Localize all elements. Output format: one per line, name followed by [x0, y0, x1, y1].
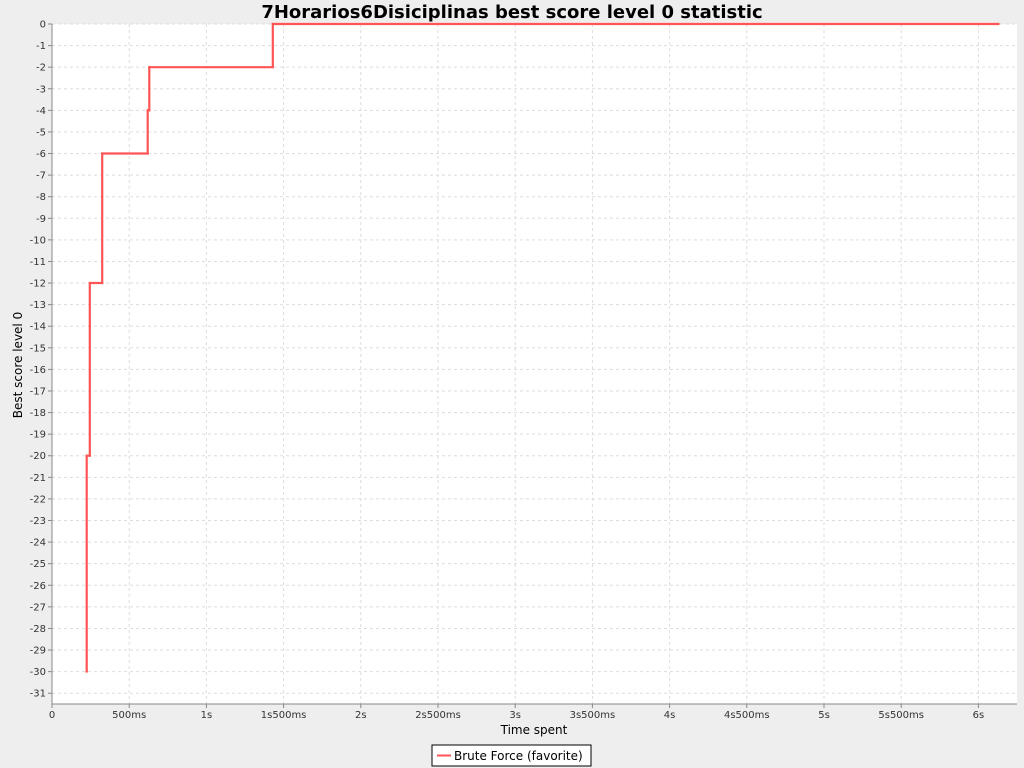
axes: [51, 24, 1017, 705]
y-tick-label: -26: [30, 581, 46, 592]
data-point: [148, 109, 151, 112]
data-point: [85, 454, 88, 457]
y-tick-label: -1: [36, 41, 46, 52]
y-tick-label: -22: [30, 494, 46, 505]
legend: Brute Force (favorite): [431, 744, 592, 767]
y-tick-label: -11: [30, 257, 46, 268]
y-axis-title: Best score level 0: [11, 312, 25, 418]
x-axis-title: Time spent: [500, 723, 568, 737]
y-tick-label: -15: [30, 343, 46, 354]
x-tick-label: 1s: [201, 710, 213, 721]
chart-title: 7Horarios6Disiciplinas best score level …: [261, 2, 762, 23]
ticks: 0 500ms 1s 1s500ms 2s 2s500ms 3s 3s500ms 4s 4s500…: [30, 20, 985, 722]
x-tick-label: 6s: [973, 710, 985, 721]
x-tick-label: 5s: [818, 710, 830, 721]
y-tick-label: -17: [30, 386, 46, 397]
data-point: [100, 152, 104, 155]
data-point: [100, 195, 104, 198]
data-point: [997, 22, 1000, 26]
data-point: [148, 65, 151, 69]
y-tick-label: -3: [36, 84, 46, 95]
y-tick-label: -31: [30, 689, 46, 700]
y-tick-label: -30: [30, 667, 46, 678]
x-tick-label: 500ms: [112, 710, 146, 721]
y-tick-label: -28: [30, 624, 46, 635]
y-tick-label: -12: [30, 279, 46, 290]
plot-area: [52, 24, 1017, 704]
x-tick-label: 5s500ms: [878, 710, 924, 721]
y-tick-label: -8: [36, 192, 46, 203]
data-point: [271, 22, 274, 26]
y-tick-label: -7: [36, 171, 46, 182]
y-tick-label: -18: [30, 408, 46, 419]
y-tick-label: -29: [30, 646, 46, 657]
x-tick-label: 3s: [509, 710, 521, 721]
y-tick-label: -6: [36, 149, 46, 160]
data-point: [100, 281, 104, 285]
data-point: [88, 325, 92, 328]
legend-box: [431, 744, 592, 767]
y-tick-label: 0: [40, 20, 46, 31]
y-tick-label: -24: [30, 538, 46, 549]
x-tick-label: 0: [49, 710, 55, 721]
x-tick-label: 4s500ms: [724, 710, 770, 721]
y-tick-label: -14: [30, 322, 46, 333]
y-tick-label: -21: [30, 473, 46, 484]
data-point: [146, 152, 149, 155]
y-tick-label: -5: [36, 127, 46, 138]
y-tick-label: -23: [30, 516, 46, 527]
y-tick-label: -19: [30, 430, 46, 441]
data-point: [271, 65, 274, 69]
legend-label: Brute Force (favorite): [454, 749, 583, 763]
data-point: [88, 281, 92, 285]
series-group: [85, 22, 1000, 673]
x-tick-label: 3s500ms: [570, 710, 616, 721]
x-tick-label: 1s500ms: [261, 710, 307, 721]
x-tick-label: 4s: [664, 710, 676, 721]
data-point: [88, 454, 92, 457]
y-tick-label: -27: [30, 602, 46, 613]
y-tick-label: -4: [36, 106, 46, 117]
y-tick-label: -2: [36, 63, 46, 74]
data-point: [85, 670, 88, 673]
y-tick-label: -16: [30, 365, 46, 376]
x-tick-label: 2s500ms: [415, 710, 461, 721]
x-tick-label: 2s: [355, 710, 367, 721]
y-tick-label: -25: [30, 559, 46, 570]
y-tick-label: -9: [36, 214, 46, 225]
grid: [51, 23, 1017, 704]
y-tick-label: -13: [30, 300, 46, 311]
y-tick-label: -20: [30, 451, 46, 462]
y-tick-label: -10: [30, 235, 46, 246]
